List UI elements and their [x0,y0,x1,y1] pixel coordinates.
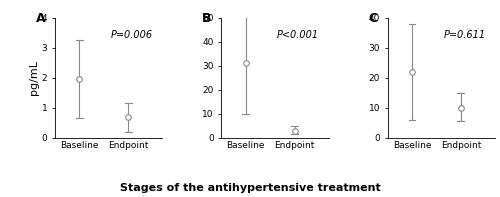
Text: P=0.611: P=0.611 [444,30,486,40]
Text: C: C [368,12,378,25]
Text: Stages of the antihypertensive treatment: Stages of the antihypertensive treatment [120,183,380,193]
Text: P<0.001: P<0.001 [277,30,320,40]
Text: A: A [36,12,46,25]
Y-axis label: pg/mL: pg/mL [29,60,39,95]
Text: P=0.006: P=0.006 [111,30,153,40]
Text: B: B [202,12,211,25]
